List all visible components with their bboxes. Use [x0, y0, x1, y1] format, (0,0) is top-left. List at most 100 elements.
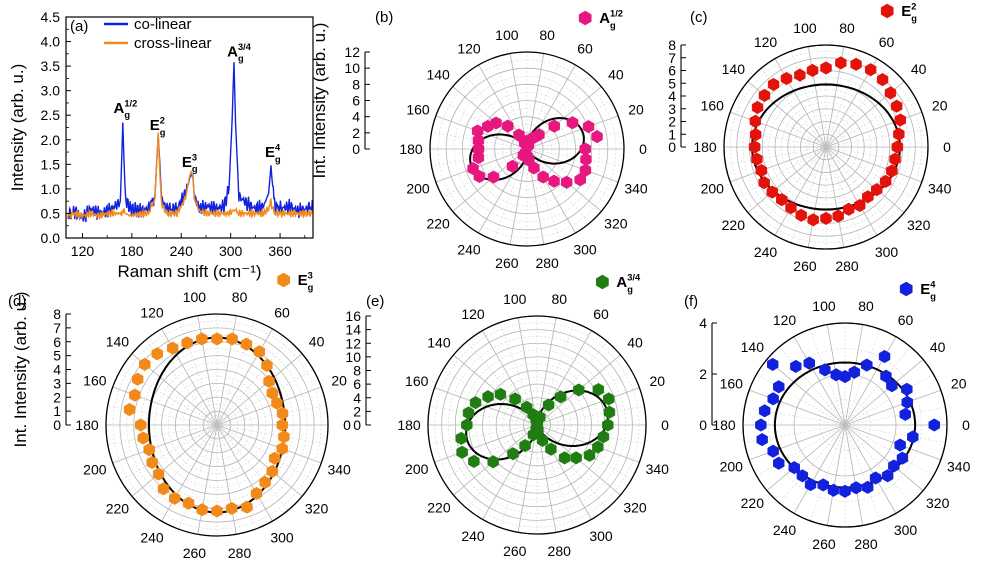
- angular-gridline: [216, 424, 327, 445]
- angle-tick-label: 80: [539, 27, 555, 43]
- angular-gridline: [844, 424, 881, 521]
- radial-ring: [434, 322, 640, 528]
- data-point: [890, 99, 903, 113]
- data-point: [266, 386, 278, 400]
- y-tick-label: 3.5: [41, 58, 61, 74]
- data-point: [548, 174, 560, 188]
- legend-marker: [277, 272, 290, 288]
- radial-tick-label: 2: [353, 403, 361, 419]
- data-point: [861, 480, 874, 494]
- data-point: [134, 418, 147, 432]
- angular-gridline: [145, 424, 218, 511]
- data-point: [469, 396, 482, 410]
- y-tick-label: 0.5: [41, 205, 61, 221]
- angular-gridline: [756, 373, 846, 426]
- radial-ring: [475, 363, 599, 487]
- radial-tick-label: 0: [668, 139, 676, 155]
- data-point: [521, 400, 533, 414]
- data-point: [899, 407, 911, 421]
- data-point: [889, 152, 901, 166]
- radial-tick-label: 0: [352, 141, 360, 157]
- angle-tick-label: 120: [457, 41, 481, 57]
- data-point: [602, 392, 615, 406]
- data-point: [560, 175, 573, 189]
- data-point: [881, 469, 894, 483]
- radial-tick-label: 6: [352, 93, 360, 109]
- data-point: [570, 451, 582, 465]
- angle-tick-label: 220: [741, 495, 765, 511]
- radial-ring: [209, 417, 225, 433]
- data-point: [548, 119, 560, 133]
- data-point: [582, 120, 595, 134]
- radial-tick-label: 10: [345, 349, 361, 365]
- legend-marker: [578, 10, 592, 26]
- angular-gridline: [844, 329, 881, 426]
- data-point: [482, 119, 494, 133]
- angle-tick-label: 140: [741, 339, 765, 355]
- data-point: [468, 454, 480, 468]
- data-point: [276, 442, 288, 456]
- radial-ring: [800, 121, 852, 173]
- angular-gridline: [120, 424, 218, 481]
- radial-tick-label: 4: [699, 315, 707, 331]
- outer-circle: [105, 313, 329, 537]
- angular-gridline: [760, 146, 827, 226]
- radial-tick-label: 12: [344, 44, 360, 60]
- angle-tick-label: 120: [754, 34, 778, 50]
- radial-ring: [161, 369, 273, 481]
- data-point: [502, 119, 514, 133]
- angular-gridline: [216, 424, 289, 511]
- angle-tick-label: 340: [327, 461, 351, 477]
- angle-tick-label: 320: [623, 499, 647, 515]
- angle-tick-label: 280: [535, 255, 559, 271]
- radial-tick-label: 2: [53, 389, 61, 405]
- angle-tick-label: 40: [911, 61, 927, 77]
- data-point: [807, 213, 819, 227]
- angle-tick-label: 120: [773, 312, 797, 328]
- radial-ring: [516, 404, 558, 446]
- peak-label: A3/4 g: [227, 42, 252, 64]
- angle-tick-label: 60: [879, 34, 895, 50]
- data-point: [767, 77, 780, 92]
- radial-ring: [495, 383, 579, 467]
- angle-tick-label: 320: [604, 216, 628, 232]
- radial-tick-label: 3: [53, 375, 61, 391]
- radial-tick-label: 6: [53, 334, 61, 350]
- data-point: [240, 337, 253, 351]
- data-point: [891, 140, 904, 154]
- data-point: [896, 451, 909, 465]
- radial-ring: [140, 348, 294, 502]
- angle-tick-label: 40: [930, 339, 946, 355]
- radial-tick-label: 2: [668, 114, 676, 130]
- angular-gridline: [825, 128, 927, 148]
- panel-label: (d): [8, 293, 26, 310]
- radial-ring: [454, 342, 620, 508]
- data-point: [152, 467, 165, 481]
- data-point: [263, 374, 275, 388]
- data-point: [751, 152, 763, 166]
- angle-tick-label: 100: [495, 27, 519, 43]
- angle-tick-label: 100: [503, 291, 527, 307]
- angular-gridline: [825, 146, 927, 166]
- radial-ring: [494, 116, 560, 182]
- radial-ring: [761, 82, 891, 212]
- data-point: [830, 368, 842, 382]
- angle-tick-label: 260: [812, 536, 836, 552]
- radial-tick-label: 7: [53, 320, 61, 336]
- angle-tick-label: 40: [309, 333, 325, 349]
- data-point: [455, 431, 467, 445]
- outer-circle: [429, 51, 625, 247]
- angle-tick-label: 240: [773, 522, 797, 538]
- radial-tick-label: 8: [353, 363, 361, 379]
- angle-tick-label: 320: [305, 501, 329, 517]
- radial-tick-label: 2: [699, 366, 707, 382]
- radial-ring: [502, 390, 572, 460]
- data-point: [157, 482, 170, 496]
- data-point: [901, 382, 913, 396]
- angular-gridline: [178, 424, 218, 530]
- radial-tick-label: 12: [345, 335, 361, 351]
- data-point: [542, 398, 555, 412]
